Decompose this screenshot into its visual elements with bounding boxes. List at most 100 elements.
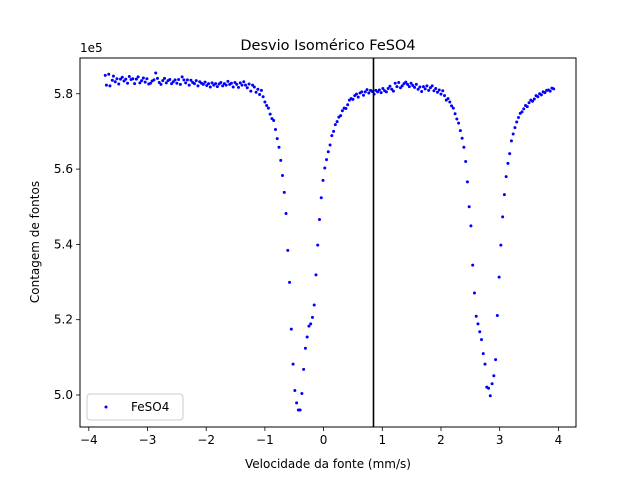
data-point	[330, 134, 334, 138]
data-point	[196, 84, 200, 88]
data-point	[465, 180, 469, 184]
data-point	[428, 86, 432, 90]
data-point	[303, 346, 307, 350]
data-point	[194, 79, 198, 83]
data-point	[284, 212, 288, 216]
data-point	[138, 81, 142, 85]
data-point	[435, 90, 439, 94]
data-point	[362, 93, 366, 97]
y-tick-label: 5.8	[54, 87, 73, 101]
data-point	[140, 79, 144, 83]
data-point	[423, 87, 427, 91]
data-point	[346, 103, 350, 107]
data-point	[236, 85, 240, 89]
data-point	[224, 83, 228, 87]
data-point	[317, 218, 321, 222]
data-point	[279, 158, 283, 162]
data-point	[111, 74, 115, 78]
data-point	[448, 100, 452, 104]
data-point	[242, 80, 246, 84]
data-point	[136, 75, 140, 79]
data-point	[398, 86, 402, 90]
data-point	[210, 81, 214, 85]
data-point	[416, 87, 420, 91]
data-point	[272, 119, 276, 122]
data-point	[427, 88, 431, 92]
data-point	[117, 82, 121, 86]
data-point	[173, 78, 177, 82]
x-tick-label: −3	[139, 433, 157, 447]
data-point	[414, 82, 418, 86]
data-point	[487, 386, 491, 390]
data-point	[281, 173, 285, 177]
data-point	[478, 330, 482, 334]
data-point	[439, 92, 443, 96]
data-point	[467, 205, 471, 209]
data-point	[451, 106, 455, 110]
data-point	[185, 78, 189, 82]
data-point	[177, 77, 181, 81]
data-point	[307, 324, 311, 328]
data-point	[240, 83, 244, 87]
data-point	[469, 224, 473, 228]
data-point	[192, 82, 196, 86]
data-point	[332, 129, 336, 133]
data-point	[418, 85, 422, 89]
data-point	[233, 80, 237, 84]
data-point	[504, 175, 508, 179]
data-point	[143, 80, 147, 84]
data-point	[289, 327, 293, 331]
data-point	[254, 90, 258, 94]
data-point	[120, 75, 124, 79]
chart-title: Desvio Isomérico FeSO4	[240, 38, 415, 54]
data-point	[458, 129, 462, 133]
data-point	[219, 80, 223, 84]
data-point	[543, 91, 547, 95]
data-point	[532, 97, 536, 101]
data-point	[288, 280, 292, 284]
data-point	[508, 152, 512, 156]
data-point	[421, 85, 425, 89]
x-tick-label: 0	[320, 433, 328, 447]
data-point	[335, 120, 339, 124]
data-point	[221, 84, 225, 88]
data-point	[282, 190, 286, 194]
data-point	[476, 322, 480, 326]
x-tick-label: 2	[437, 433, 445, 447]
data-point	[312, 303, 316, 307]
data-point	[277, 145, 281, 149]
data-point	[268, 112, 272, 116]
data-point	[203, 80, 207, 84]
data-point	[148, 81, 152, 85]
data-point	[119, 77, 122, 81]
data-point	[548, 89, 552, 93]
data-point	[316, 243, 320, 247]
data-point	[231, 85, 235, 89]
data-point	[189, 78, 193, 82]
data-point	[133, 82, 137, 86]
data-point	[104, 83, 108, 87]
data-point	[270, 117, 274, 121]
data-point	[152, 78, 156, 82]
data-point	[326, 150, 330, 154]
data-point	[499, 243, 503, 247]
data-point	[180, 75, 184, 79]
data-point	[490, 382, 494, 386]
data-point	[108, 84, 112, 88]
data-point	[388, 84, 392, 88]
x-tick-label: −1	[256, 433, 274, 447]
data-point	[184, 81, 188, 85]
data-point	[245, 86, 249, 90]
data-point	[450, 104, 454, 108]
data-point	[381, 87, 385, 90]
data-point	[244, 83, 248, 87]
data-point	[460, 136, 464, 140]
data-point	[488, 394, 492, 398]
data-point	[527, 101, 531, 105]
data-point	[127, 74, 131, 78]
data-point	[407, 85, 411, 89]
data-point	[309, 322, 313, 326]
y-tick-label: 5.0	[54, 388, 73, 402]
data-point	[214, 82, 218, 86]
